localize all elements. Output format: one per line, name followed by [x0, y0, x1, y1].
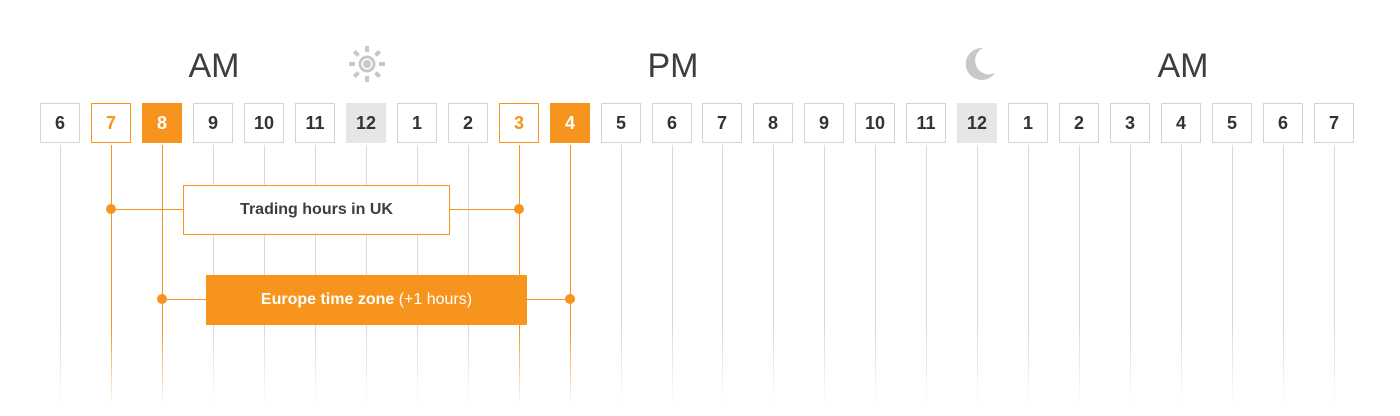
hour-guide-line: [824, 145, 825, 407]
hour-cell: 8: [142, 103, 182, 143]
sun-icon: [349, 46, 385, 82]
hour-cell: 5: [1212, 103, 1252, 143]
hour-cell: 10: [244, 103, 284, 143]
europe-time-zone-offset: (+1 hours): [398, 291, 473, 308]
hour-guide-line: [1028, 145, 1029, 407]
hour-cell: 2: [1059, 103, 1099, 143]
europe-time-zone-title: Europe time zone: [260, 291, 395, 308]
hour-cell: 7: [1314, 103, 1354, 143]
hour-guide-line: [1334, 145, 1335, 407]
hour-cell: 12: [346, 103, 386, 143]
hour-guide-line: [621, 145, 622, 407]
hour-cell: 9: [193, 103, 233, 143]
hour-guide-line: [1283, 145, 1284, 407]
hour-guide-line: [111, 145, 112, 407]
hour-guide-line: [1079, 145, 1080, 407]
europe-range-end-marker: [565, 294, 575, 304]
hour-cell: 6: [1263, 103, 1303, 143]
hour-guide-line: [60, 145, 61, 407]
period-label-am-morning: AM: [188, 47, 240, 85]
period-label-pm: PM: [647, 47, 699, 85]
hour-guide-line: [722, 145, 723, 407]
hour-cell: 11: [906, 103, 946, 143]
europe-time-zone-label: Europe time zone (+1 hours): [206, 275, 527, 325]
hour-cell: 6: [652, 103, 692, 143]
hour-guide-line: [875, 145, 876, 407]
hour-cell: 1: [1008, 103, 1048, 143]
hour-cell: 7: [702, 103, 742, 143]
hour-guide-line: [773, 145, 774, 407]
hour-cell: 11: [295, 103, 335, 143]
uk-trading-hours-label: Trading hours in UK: [183, 185, 450, 235]
hour-cell: 7: [91, 103, 131, 143]
hour-cell: 8: [753, 103, 793, 143]
hour-cell: 2: [448, 103, 488, 143]
hour-cell: 4: [550, 103, 590, 143]
uk-range-end-marker: [514, 204, 524, 214]
hour-guide-line: [570, 145, 571, 407]
hour-cell: 9: [804, 103, 844, 143]
hour-guide-line: [1232, 145, 1233, 407]
hour-cell: 4: [1161, 103, 1201, 143]
period-label-am-night: AM: [1157, 47, 1209, 85]
hour-guide-line: [162, 145, 163, 407]
hour-guide-line: [1130, 145, 1131, 407]
hour-cell: 12: [957, 103, 997, 143]
hour-cell: 5: [601, 103, 641, 143]
moon-icon: [965, 47, 995, 80]
hour-guide-line: [1181, 145, 1182, 407]
europe-range-start-marker: [157, 294, 167, 304]
hour-cell: 10: [855, 103, 895, 143]
hour-cell: 3: [1110, 103, 1150, 143]
hour-cell: 1: [397, 103, 437, 143]
hour-guide-line: [672, 145, 673, 407]
hour-guide-line: [926, 145, 927, 407]
hour-guide-line: [977, 145, 978, 407]
uk-range-start-marker: [106, 204, 116, 214]
hour-cell: 6: [40, 103, 80, 143]
hour-cell: 3: [499, 103, 539, 143]
